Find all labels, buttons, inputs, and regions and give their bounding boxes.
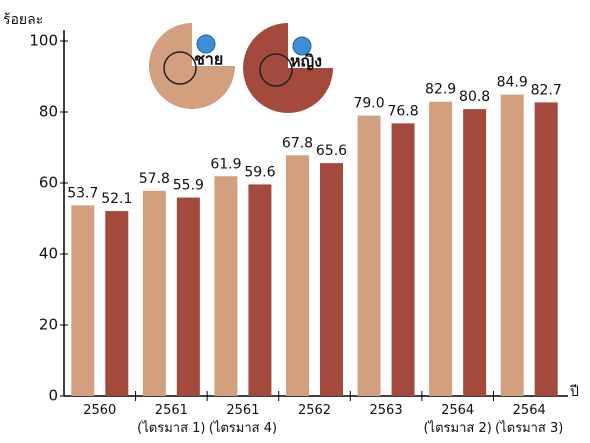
y-tick-label: 40 bbox=[39, 245, 58, 263]
legend-icon bbox=[243, 23, 333, 113]
value-label: 65.6 bbox=[316, 143, 347, 159]
y-tick-label: 100 bbox=[29, 32, 58, 50]
value-label: 76.8 bbox=[387, 103, 418, 119]
legend-label: ชาย bbox=[194, 50, 223, 69]
value-label: 57.8 bbox=[139, 171, 170, 187]
legend-icon bbox=[149, 23, 235, 109]
value-label: 59.6 bbox=[244, 164, 275, 180]
bar bbox=[391, 123, 415, 397]
value-label: 84.9 bbox=[497, 75, 528, 91]
legend-globe bbox=[196, 34, 216, 54]
y-tick-label: 20 bbox=[39, 316, 58, 334]
bar bbox=[248, 184, 272, 396]
x-tick-label: 2562 bbox=[297, 403, 332, 418]
x-axis-label: ปี bbox=[570, 384, 579, 400]
bar bbox=[320, 163, 343, 396]
bar bbox=[286, 155, 309, 396]
y-tick-label: 0 bbox=[48, 387, 58, 405]
y-tick-label: 60 bbox=[39, 174, 58, 192]
y-axis-label: ร้อยละ bbox=[3, 12, 43, 28]
value-label: 61.9 bbox=[210, 156, 241, 172]
x-tick-label: 2564 (ไตรมาส 3) bbox=[495, 403, 564, 436]
bar bbox=[71, 205, 95, 396]
y-tick-label: 80 bbox=[39, 103, 58, 121]
legend-avatar bbox=[163, 51, 197, 85]
bar bbox=[142, 190, 166, 396]
x-tick-label: 2564 (ไตรมาส 2) bbox=[423, 403, 492, 436]
x-tick-label: 2561 (ไตรมาส 1) bbox=[137, 403, 206, 436]
value-label: 79.0 bbox=[353, 96, 384, 112]
value-label: 80.8 bbox=[459, 89, 490, 105]
value-label: 52.1 bbox=[101, 191, 132, 207]
bar bbox=[176, 197, 200, 396]
bar bbox=[500, 94, 524, 396]
bar bbox=[429, 101, 453, 396]
value-label: 82.7 bbox=[531, 82, 562, 98]
value-label: 67.8 bbox=[282, 135, 313, 151]
x-tick-label: 2563 bbox=[369, 403, 403, 418]
bar bbox=[534, 102, 558, 396]
x-tick-label: 2561 (ไตรมาส 4) bbox=[208, 403, 278, 436]
value-label: 53.7 bbox=[67, 185, 98, 201]
value-label: 82.9 bbox=[425, 82, 456, 98]
bar bbox=[463, 109, 487, 396]
x-tick-label: 2560 bbox=[83, 403, 117, 418]
bar bbox=[105, 211, 129, 396]
bar bbox=[357, 115, 381, 397]
value-label: 55.9 bbox=[173, 178, 204, 194]
legend-globe bbox=[292, 36, 312, 56]
legend-label: หญิง bbox=[290, 52, 322, 72]
legend-avatar bbox=[259, 53, 293, 87]
bar bbox=[214, 176, 238, 396]
